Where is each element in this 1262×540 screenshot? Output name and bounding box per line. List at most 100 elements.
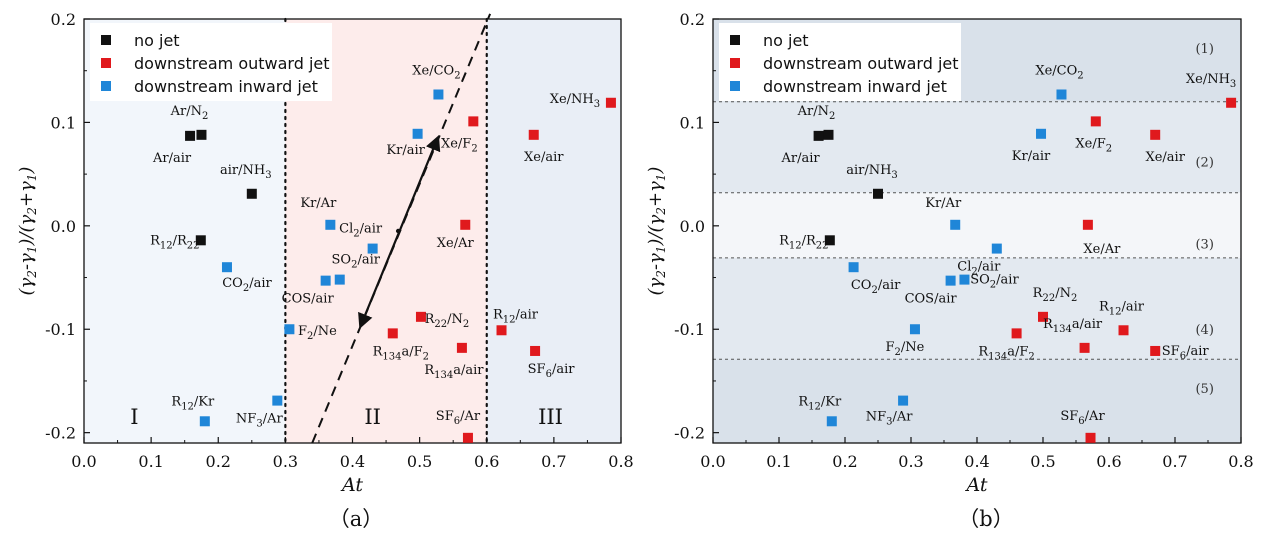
data-point-label: Cl2/air <box>339 222 383 240</box>
data-point-label: R12/R22 <box>779 233 828 251</box>
data-point-marker <box>1226 97 1237 108</box>
data-point-label: air/NH3 <box>220 163 272 181</box>
data-point-marker <box>284 324 295 335</box>
y-axis-label: (γ2-γ1)/(γ2+γ1) <box>645 167 668 296</box>
y-tick-label: -0.1 <box>674 320 705 339</box>
data-point-label: Ar/N2 <box>797 104 836 122</box>
band-label-5: (5) <box>1195 382 1213 397</box>
region-label-I: I <box>130 405 138 429</box>
data-point-marker <box>496 325 507 336</box>
y-tick-label: 0.1 <box>680 113 705 132</box>
data-point-label: Xe/Ar <box>1083 242 1121 257</box>
data-point-marker <box>468 116 479 127</box>
legend-entry-label: downstream inward jet <box>134 77 318 96</box>
data-point-marker <box>412 128 423 139</box>
data-point-marker <box>823 129 834 140</box>
y-tick-label: 0.0 <box>51 217 76 236</box>
legend-swatch <box>101 35 111 45</box>
band-4-fill <box>713 257 1241 360</box>
data-point-marker <box>185 130 196 141</box>
x-tick-label: 0.8 <box>1228 452 1253 471</box>
data-point-label: Xe/air <box>1145 150 1185 165</box>
band-label-3: (3) <box>1195 237 1213 252</box>
data-point-marker <box>1082 219 1093 230</box>
data-point-label: Xe/Ar <box>437 236 475 251</box>
data-point-label: Xe/F2 <box>441 136 478 154</box>
data-point-marker <box>433 89 444 100</box>
data-point-marker <box>1056 89 1067 100</box>
caption-b: （b） <box>958 507 1013 531</box>
data-point-label: SF6/air <box>1162 344 1210 362</box>
legend-swatch <box>730 58 740 68</box>
legend-entry-label: downstream outward jet <box>134 54 330 73</box>
data-point-label: R12/air <box>1099 299 1145 317</box>
data-point-marker <box>320 275 331 286</box>
data-point-marker <box>460 219 471 230</box>
x-tick-label: 0.6 <box>474 452 499 471</box>
x-tick-label: 0.0 <box>71 452 96 471</box>
x-tick-label: 0.3 <box>898 452 923 471</box>
data-point-marker <box>848 262 859 273</box>
band-2-fill <box>713 101 1241 193</box>
y-tick-label: -0.2 <box>45 424 76 443</box>
data-point-label: air/NH3 <box>846 163 898 181</box>
data-point-marker <box>1090 116 1101 127</box>
data-point-label: R22/N2 <box>425 312 470 330</box>
data-point-marker <box>1085 432 1096 443</box>
band-label-4: (4) <box>1195 323 1213 338</box>
x-tick-label: 0.1 <box>138 452 163 471</box>
data-point-marker <box>824 235 835 246</box>
data-point-marker <box>945 275 956 286</box>
legend-box <box>719 23 961 101</box>
x-axis-label: At <box>340 474 363 496</box>
panel-b: (1) (2) (3) (4) (5) 0.0 0.1 0.2 0.3 0.4 0.5 0.6 0.7 0… <box>645 10 1254 496</box>
y-tick-label: 0.1 <box>51 113 76 132</box>
data-point-marker <box>1118 325 1129 336</box>
data-point-marker <box>199 416 210 427</box>
x-tick-label: 0.7 <box>541 452 566 471</box>
data-point-marker <box>456 342 467 353</box>
x-tick-label: 0.7 <box>1162 452 1187 471</box>
y-tick-label: -0.1 <box>45 320 76 339</box>
data-point-label: Xe/air <box>524 150 564 165</box>
x-tick-label: 0.5 <box>1030 452 1055 471</box>
y-axis-label: (γ2-γ1)/(γ2+γ1) <box>16 167 39 296</box>
x-tick-label: 0.1 <box>766 452 791 471</box>
data-point-label: R12/Kr <box>798 394 842 412</box>
data-point-label: Ar/air <box>152 151 192 166</box>
data-point-marker <box>909 324 920 335</box>
data-point-label: CO2/air <box>851 278 901 296</box>
data-point-label: COS/air <box>282 292 335 307</box>
data-point-marker <box>1011 328 1022 339</box>
x-tick-label: 0.0 <box>700 452 725 471</box>
band-label-1: (1) <box>1195 42 1213 57</box>
data-point-marker <box>1150 345 1161 356</box>
data-point-label: CO2/air <box>222 276 272 294</box>
data-point-label: R134a/air <box>424 363 484 381</box>
data-point-label: Ar/air <box>781 151 821 166</box>
y-tick-label: 0.0 <box>680 217 705 236</box>
data-point-marker <box>1079 342 1090 353</box>
data-point-marker <box>387 328 398 339</box>
data-point-label: Ar/N2 <box>170 104 209 122</box>
arrow-midpoint-dot <box>395 228 401 234</box>
data-point-marker <box>1150 129 1161 140</box>
data-point-label: COS/air <box>905 292 958 307</box>
legend-entry-label: downstream inward jet <box>763 77 947 96</box>
data-point-marker <box>367 243 378 254</box>
data-point-marker <box>605 97 616 108</box>
data-point-label: SO2/air <box>332 253 381 271</box>
x-tick-label: 0.8 <box>608 452 633 471</box>
data-point-label: F2/Ne <box>886 340 925 358</box>
y-tick-label: 0.2 <box>51 10 76 29</box>
x-tick-label: 0.5 <box>407 452 432 471</box>
legend-swatch <box>101 58 111 68</box>
x-tick-label: 0.4 <box>340 452 365 471</box>
data-point-marker <box>196 129 207 140</box>
data-point-marker <box>325 219 336 230</box>
data-point-label: R134a/air <box>1043 317 1103 335</box>
data-point-label: SO2/air <box>970 273 1019 291</box>
region-label-II: II <box>364 405 381 429</box>
